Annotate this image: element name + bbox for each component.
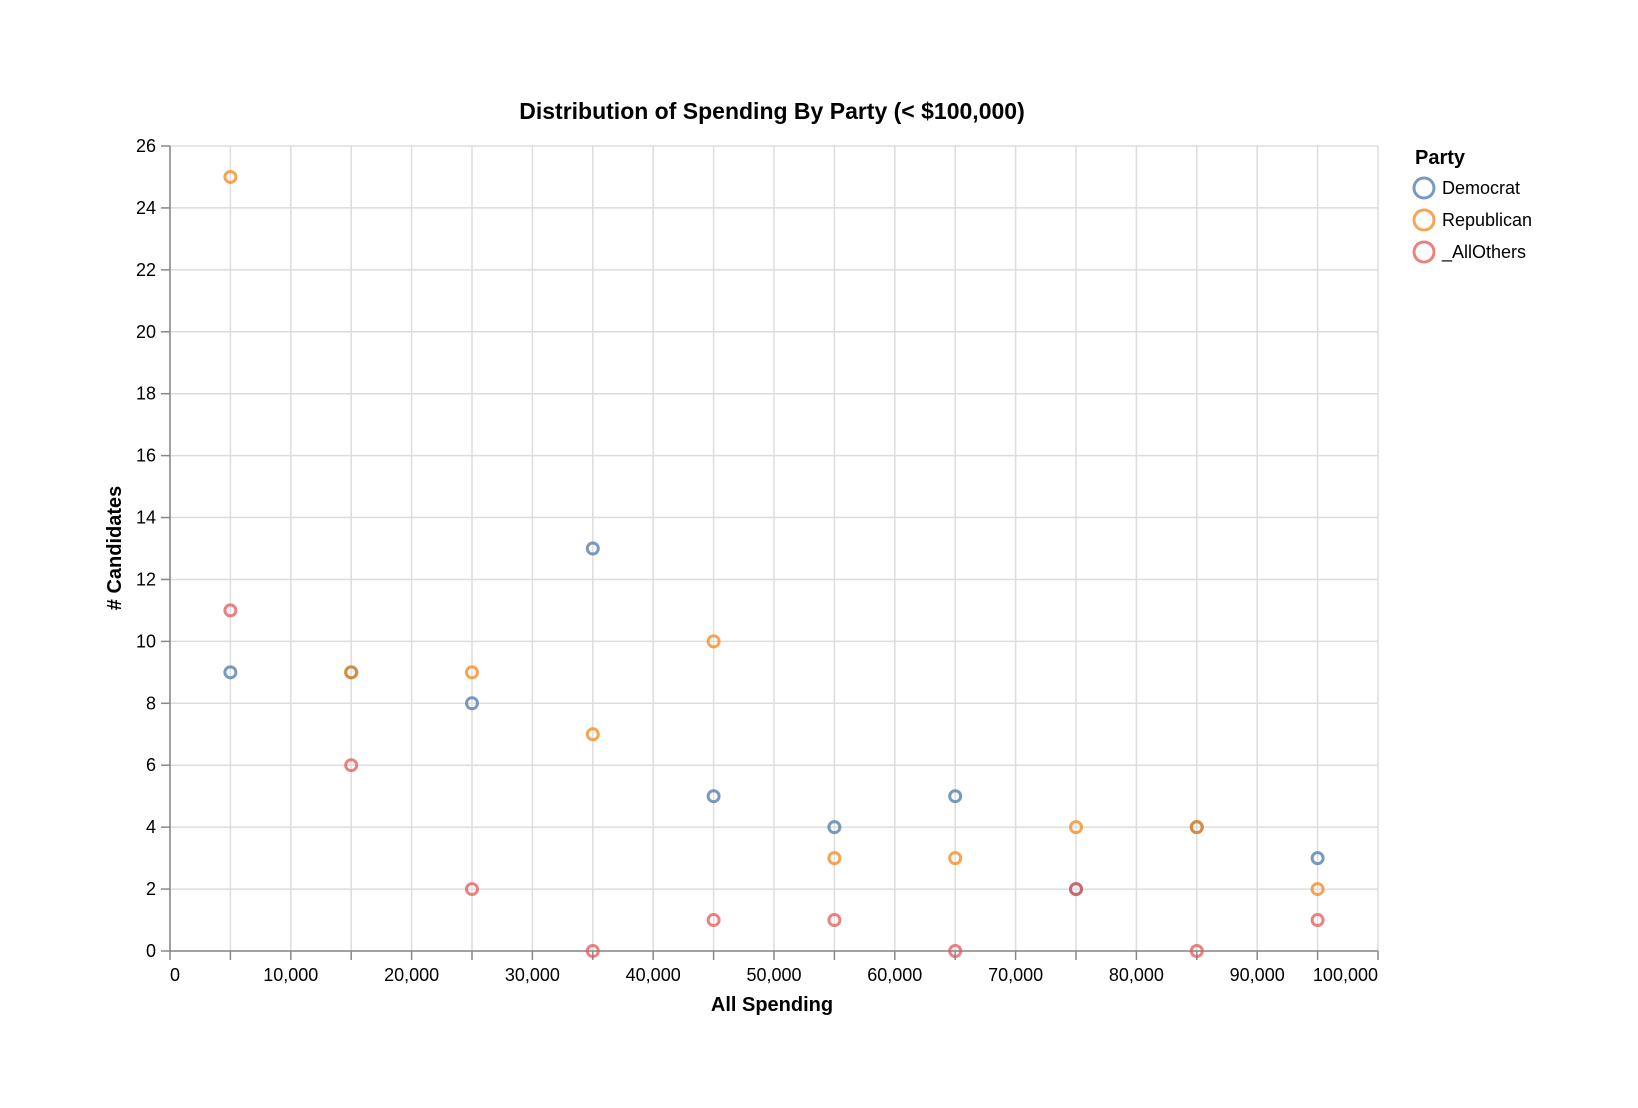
point-republican bbox=[1310, 882, 1325, 897]
point-allothers bbox=[1069, 882, 1083, 897]
y-tick-label: 4 bbox=[146, 817, 156, 837]
legend-label: _AllOthers bbox=[1441, 242, 1526, 263]
point-democrat bbox=[827, 820, 842, 835]
legend-label: Democrat bbox=[1442, 178, 1520, 198]
point-democrat bbox=[706, 789, 721, 804]
legend[interactable]: Party Democrat Republican _AllOthers bbox=[1412, 147, 1532, 264]
point-allothers bbox=[1189, 944, 1204, 958]
y-tick-label: 22 bbox=[136, 260, 156, 280]
x-tick-label: 70,000 bbox=[988, 965, 1043, 985]
x-tick-label: 10,000 bbox=[263, 965, 318, 985]
point-democrat bbox=[585, 541, 600, 556]
x-tick-label: 0 bbox=[170, 965, 180, 985]
point-republican bbox=[223, 169, 238, 184]
point-allothers bbox=[465, 882, 479, 897]
y-tick-label: 24 bbox=[136, 198, 156, 218]
point-democrat bbox=[465, 696, 479, 711]
axes: 0 10,000 20,000 30,000 40,000 50,000 60,000 70,… bbox=[136, 136, 1379, 985]
point-allothers bbox=[223, 603, 238, 618]
point-democrat bbox=[1310, 851, 1325, 866]
point-democrat bbox=[223, 665, 238, 680]
x-tick-label: 100,000 bbox=[1313, 965, 1378, 985]
point-allothers bbox=[585, 944, 600, 958]
x-tick-label: 20,000 bbox=[384, 965, 439, 985]
point-republican bbox=[465, 665, 479, 680]
point-allothers bbox=[827, 913, 842, 928]
point-allothers bbox=[948, 944, 963, 958]
legend-item-republican[interactable]: Republican bbox=[1412, 208, 1532, 232]
x-tick-label: 50,000 bbox=[746, 965, 801, 985]
grid bbox=[169, 145, 1379, 952]
point-republican bbox=[706, 634, 721, 649]
point-allothers bbox=[706, 913, 721, 928]
x-tick-label: 40,000 bbox=[626, 965, 681, 985]
y-tick-label: 16 bbox=[136, 446, 156, 466]
y-tick-label: 18 bbox=[136, 384, 156, 404]
chart-title: Distribution of Spending By Party (< $10… bbox=[519, 98, 1024, 124]
data-points bbox=[223, 169, 1325, 958]
x-tick-label: 60,000 bbox=[867, 965, 922, 985]
point-republican bbox=[1069, 820, 1083, 835]
y-tick-label: 0 bbox=[146, 941, 156, 961]
x-tick-label: 30,000 bbox=[505, 965, 560, 985]
legend-symbol bbox=[1412, 208, 1436, 232]
point-republican bbox=[1189, 820, 1204, 835]
point-republican bbox=[585, 727, 600, 742]
x-tick-label: 90,000 bbox=[1230, 965, 1285, 985]
legend-label: Republican bbox=[1442, 210, 1532, 230]
legend-item-allothers[interactable]: _AllOthers bbox=[1412, 240, 1526, 264]
y-tick-label: 10 bbox=[136, 631, 156, 651]
x-tick-label: 80,000 bbox=[1109, 965, 1164, 985]
x-axis-title: All Spending bbox=[711, 994, 833, 1016]
y-tick-label: 26 bbox=[136, 136, 156, 156]
y-tick-label: 8 bbox=[146, 693, 156, 713]
y-tick-label: 14 bbox=[136, 508, 156, 528]
point-allothers bbox=[344, 758, 359, 773]
point-republican bbox=[827, 851, 842, 866]
legend-title: Party bbox=[1415, 147, 1466, 169]
y-axis-title: # Candidates bbox=[104, 486, 126, 610]
y-tick-label: 20 bbox=[136, 322, 156, 342]
y-tick-label: 6 bbox=[146, 755, 156, 775]
legend-item-democrat[interactable]: Democrat bbox=[1412, 176, 1520, 200]
point-allothers bbox=[1310, 913, 1325, 928]
legend-symbol bbox=[1412, 176, 1436, 200]
point-democrat bbox=[948, 789, 963, 804]
y-tick-label: 12 bbox=[136, 569, 156, 589]
y-tick-label: 2 bbox=[146, 879, 156, 899]
legend-symbol bbox=[1412, 240, 1436, 264]
point-republican bbox=[948, 851, 963, 866]
point-republican bbox=[344, 665, 359, 680]
